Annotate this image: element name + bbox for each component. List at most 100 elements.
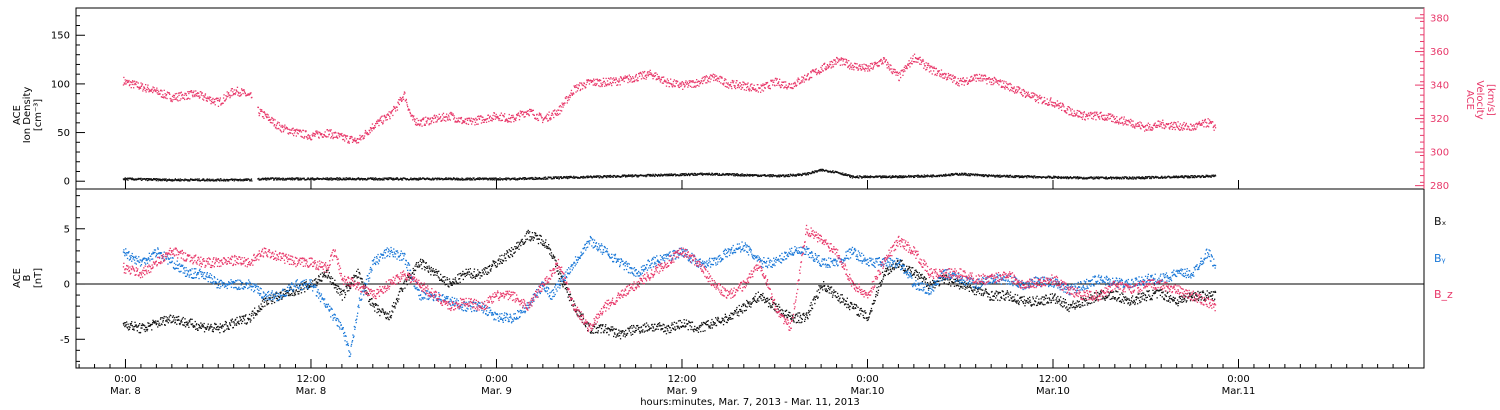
density-series-point <box>416 178 419 180</box>
velocity-series-point <box>981 78 983 80</box>
velocity-series-point <box>1082 116 1084 118</box>
velocity-series-point <box>470 117 472 119</box>
velocity-series-point <box>1173 121 1175 123</box>
velocity-series-point <box>426 122 428 124</box>
bx-series-point <box>229 324 232 327</box>
velocity-series-point <box>171 95 174 98</box>
velocity-series-point <box>1128 119 1130 121</box>
density-series-point <box>649 173 651 176</box>
density-series-point <box>573 175 575 177</box>
density-series-point <box>302 178 304 180</box>
velocity-series-point <box>873 62 875 64</box>
bx-series-point <box>181 321 183 323</box>
density-series-point <box>298 178 300 180</box>
velocity-series-point <box>351 136 353 138</box>
density-series-point <box>997 175 999 177</box>
density-series-point <box>1169 177 1171 179</box>
velocity-series-point <box>284 124 286 126</box>
density-series-point <box>531 178 534 180</box>
velocity-series-point <box>139 87 141 89</box>
density-series-point <box>887 176 889 178</box>
velocity-series-point <box>653 75 656 78</box>
velocity-series-point <box>1177 127 1180 130</box>
density-series-point <box>916 174 918 176</box>
velocity-series-point <box>442 118 444 120</box>
density-series-point <box>902 175 905 177</box>
velocity-series-point <box>429 117 432 119</box>
density-series-point <box>625 176 627 178</box>
density-series-point <box>599 175 601 177</box>
density-series-point <box>1006 174 1008 176</box>
velocity-series-point <box>948 74 950 76</box>
bx-series-point <box>233 321 235 323</box>
density-series-point <box>174 178 176 180</box>
velocity-series-point <box>384 116 386 118</box>
density-series-point <box>163 179 165 182</box>
velocity-series-point <box>1144 125 1147 127</box>
velocity-series <box>122 53 1217 144</box>
bx-series-point <box>237 322 239 324</box>
velocity-series-point <box>340 134 342 136</box>
velocity-series-point <box>142 90 144 92</box>
velocity-series-point <box>209 99 211 102</box>
velocity-series-point <box>721 76 723 78</box>
density-series-point <box>582 177 584 179</box>
velocity-series-point <box>760 84 762 86</box>
velocity-series-point <box>206 98 208 100</box>
velocity-series-point <box>432 118 434 120</box>
density-series-point <box>267 177 270 180</box>
velocity-series-point <box>733 80 735 82</box>
velocity-series-point <box>628 74 630 76</box>
density-series-point <box>1110 176 1112 178</box>
density-series-point <box>1072 177 1074 179</box>
density-series-point <box>903 176 905 178</box>
velocity-series-point <box>904 70 906 72</box>
velocity-series-point <box>1156 124 1158 126</box>
velocity-series-point <box>625 76 627 79</box>
velocity-series-point <box>831 61 834 63</box>
density-series-point <box>758 174 760 176</box>
density-series-point <box>412 178 414 180</box>
velocity-series-point <box>413 115 415 117</box>
density-series-point <box>568 176 570 178</box>
density-series-point <box>1135 177 1137 179</box>
density-series-point <box>250 178 253 180</box>
velocity-series-point <box>1098 117 1100 119</box>
velocity-series-point <box>842 57 844 60</box>
density-series-point <box>1018 175 1020 177</box>
velocity-series-point <box>128 84 131 87</box>
velocity-series-point <box>1150 126 1152 128</box>
density-series-point <box>352 178 355 181</box>
density-series-point <box>913 176 915 179</box>
bx-series-point <box>246 323 248 325</box>
velocity-series-point <box>818 71 820 73</box>
velocity-series-point <box>865 64 867 66</box>
velocity-series-point <box>250 92 252 94</box>
density-series-point <box>1077 178 1079 180</box>
velocity-series-point <box>199 96 201 98</box>
velocity-series-point <box>939 75 941 77</box>
bx-series-point <box>129 323 131 325</box>
velocity-series-point <box>312 133 315 135</box>
velocity-series-point <box>157 89 159 91</box>
density-series-point <box>759 175 761 177</box>
density-series-point <box>734 175 736 177</box>
velocity-series-point <box>514 117 516 120</box>
velocity-series-point <box>1187 125 1189 127</box>
velocity-series-point <box>572 92 574 94</box>
velocity-series-point <box>835 61 837 63</box>
velocity-series-point <box>332 136 335 139</box>
velocity-series-point <box>341 132 343 135</box>
bx-series-point <box>218 328 220 330</box>
density-series-point <box>484 178 486 180</box>
velocity-series-point <box>293 134 295 137</box>
velocity-series-point <box>1062 103 1064 106</box>
velocity-series-point <box>1204 119 1206 121</box>
bx-series-point <box>172 315 175 317</box>
velocity-series-point <box>458 117 460 119</box>
density-series-point <box>748 175 751 177</box>
velocity-series-point <box>713 77 715 79</box>
velocity-series-point <box>150 90 152 92</box>
density-series-point <box>815 170 817 172</box>
velocity-series-point <box>1112 116 1115 118</box>
